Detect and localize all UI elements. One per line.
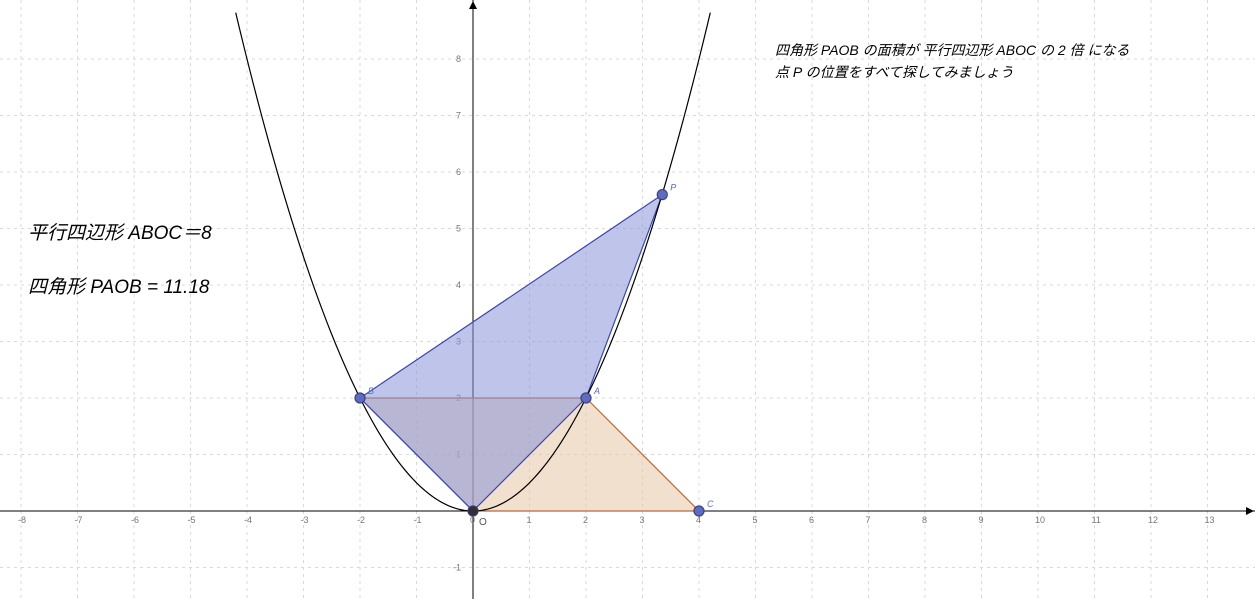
area-paob-label: 四角形 PAOB = 11.18: [28, 272, 209, 299]
paob-value: 11.18: [163, 277, 209, 298]
aboc-eq: ＝: [182, 223, 201, 244]
svg-text:5: 5: [456, 224, 461, 234]
svg-text:-7: -7: [75, 515, 83, 525]
aboc-value: 8: [201, 223, 212, 244]
svg-text:6: 6: [456, 167, 461, 177]
svg-text:12: 12: [1148, 515, 1158, 525]
svg-text:B: B: [368, 386, 374, 396]
svg-text:9: 9: [979, 515, 984, 525]
svg-text:10: 10: [1035, 515, 1045, 525]
aboc-prefix: 平行四辺形: [28, 223, 128, 244]
svg-text:5: 5: [753, 515, 758, 525]
svg-text:-1: -1: [453, 563, 461, 573]
svg-text:-5: -5: [188, 515, 196, 525]
svg-text:8: 8: [922, 515, 927, 525]
svg-text:O: O: [479, 517, 487, 528]
svg-text:13: 13: [1205, 515, 1215, 525]
plot-svg: -8-7-6-5-4-3-2-1012345678910111213-11234…: [0, 0, 1255, 599]
svg-text:1: 1: [527, 515, 532, 525]
geometry-canvas: -8-7-6-5-4-3-2-1012345678910111213-11234…: [0, 0, 1255, 599]
svg-text:7: 7: [456, 111, 461, 121]
svg-text:4: 4: [456, 280, 461, 290]
svg-text:6: 6: [809, 515, 814, 525]
svg-text:3: 3: [640, 515, 645, 525]
svg-text:P: P: [670, 183, 676, 193]
area-aboc-label: 平行四辺形 ABOC＝8: [28, 218, 212, 245]
paob-math: PAOB: [90, 277, 141, 298]
svg-text:11: 11: [1092, 515, 1101, 525]
svg-text:-1: -1: [414, 515, 422, 525]
svg-text:-2: -2: [357, 515, 365, 525]
svg-text:A: A: [593, 386, 600, 396]
svg-text:8: 8: [456, 54, 461, 64]
svg-text:2: 2: [583, 515, 588, 525]
problem-line1: 四角形 PAOB の面積が 平行四辺形 ABOC の 2 倍 になる: [775, 40, 1129, 60]
problem-line2: 点 P の位置をすべて探してみましょう: [775, 62, 1014, 82]
svg-text:-8: -8: [18, 515, 26, 525]
svg-text:-3: -3: [301, 515, 309, 525]
svg-text:C: C: [707, 499, 714, 509]
paob-prefix: 四角形: [28, 277, 90, 298]
svg-text:-4: -4: [244, 515, 252, 525]
svg-text:7: 7: [866, 515, 871, 525]
svg-text:-6: -6: [131, 515, 139, 525]
aboc-math: ABOC: [128, 223, 182, 244]
paob-eq: =: [142, 277, 164, 298]
